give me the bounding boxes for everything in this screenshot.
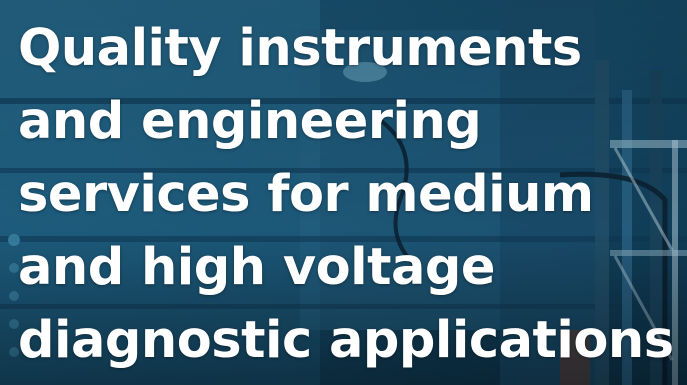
headline-line: services for medium: [18, 165, 594, 224]
hero-headline: Quality instruments and engineering serv…: [18, 12, 683, 377]
headline-line: and engineering: [18, 92, 482, 151]
headline-line: and high voltage: [18, 238, 496, 297]
headline-line: Quality instruments: [18, 19, 582, 78]
headline-line: diagnostic applications: [18, 311, 674, 370]
